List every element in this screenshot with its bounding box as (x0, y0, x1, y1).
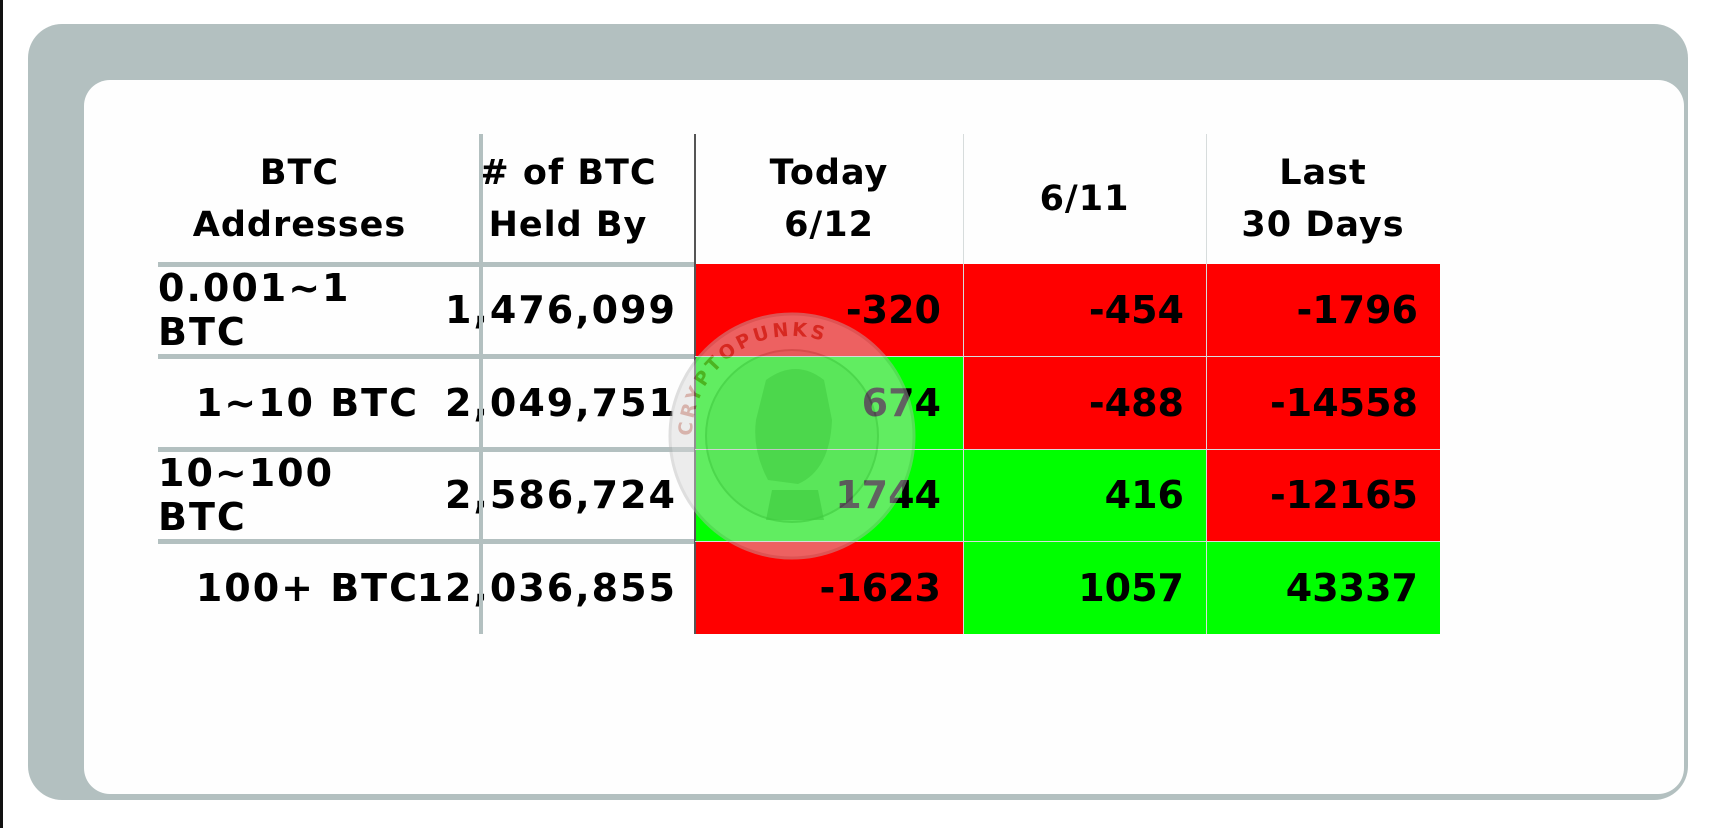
column-header-5: Last 30 Days (1241, 152, 1405, 246)
row-label-1-10-btc: 1~10 BTC (195, 380, 419, 425)
column-header-3: Today 6/12 (769, 152, 889, 246)
change-cell: -320 (695, 264, 963, 356)
change-cell: 1744 (695, 449, 963, 541)
change-cell: -14558 (1206, 356, 1440, 449)
row-label-10-100-btc: 10~100 BTC (158, 451, 335, 539)
row-divider (158, 354, 695, 359)
row-label-100-btc: 100+ BTC (195, 565, 419, 610)
row-divider (158, 447, 695, 452)
row-divider (158, 539, 695, 544)
change-cell: 674 (695, 356, 963, 449)
change-cell: -12165 (1206, 449, 1440, 541)
change-cell: 416 (963, 449, 1206, 541)
column-header-2: # of BTC Held By (479, 152, 657, 246)
column-divider (479, 134, 483, 634)
cell-gridline (695, 541, 1440, 542)
row-divider (158, 262, 695, 267)
cell-gridline (695, 356, 1440, 357)
change-cell: -1796 (1206, 264, 1440, 356)
change-cell: 43337 (1206, 541, 1440, 634)
column-header-1: BTC Addresses (192, 152, 407, 246)
cell-gridline (1206, 134, 1207, 634)
change-cell: 1057 (963, 541, 1206, 634)
change-cell: -488 (963, 356, 1206, 449)
held-by-value: 12,036,855 (416, 565, 677, 610)
held-by-value: 1,476,099 (445, 288, 677, 332)
held-by-value: 2,586,724 (445, 473, 677, 517)
cell-gridline (963, 134, 964, 634)
column-header-4: 6/11 (1039, 178, 1130, 219)
held-by-value: 2,049,751 (445, 380, 677, 425)
cell-gridline (695, 449, 1440, 450)
change-cell: -1623 (695, 541, 963, 634)
change-cell: -454 (963, 264, 1206, 356)
left-edge-line (0, 0, 3, 828)
cryptopunks-watermark-seal: CRYPTOPUNKS (668, 312, 916, 560)
value-columns-divider (694, 134, 696, 634)
row-label-0-001-1-btc: 0.001~1 BTC (158, 266, 351, 354)
